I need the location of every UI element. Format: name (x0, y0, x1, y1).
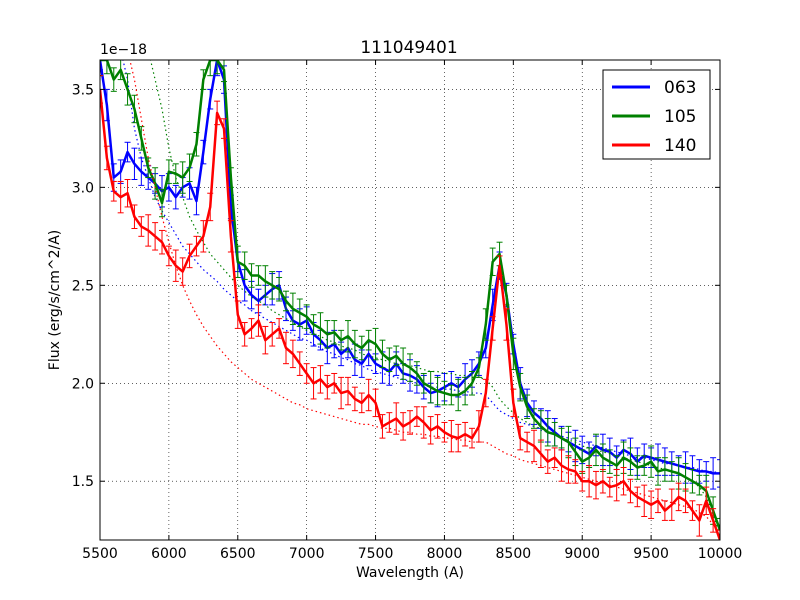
y-tick-label: 2.5 (72, 278, 94, 294)
y-offset-text: 1e−18 (100, 42, 147, 58)
x-tick-label: 10000 (698, 546, 743, 562)
x-tick-label: 9000 (564, 546, 600, 562)
error-bar (717, 459, 720, 488)
x-tick-label: 7000 (289, 546, 325, 562)
legend-label-105: 105 (664, 107, 696, 127)
axis-ticks: 5500 6000 6500 7000 7500 8000 8500 9000 9500 1000… (72, 60, 743, 562)
continuum-line-140 (129, 60, 720, 537)
x-axis-label: Wavelength (A) (356, 565, 464, 581)
x-tick-label: 5500 (82, 546, 118, 562)
legend-label-063: 063 (664, 78, 696, 98)
legend: 063 105 140 (602, 69, 711, 160)
chart-title: 111049401 (360, 38, 457, 58)
plot-area (100, 60, 720, 540)
x-tick-label: 9500 (633, 546, 669, 562)
y-axis-label: Flux (erg/s/cm^2/A) (47, 230, 63, 370)
plot-frame (99, 59, 721, 541)
x-tick-label: 6500 (220, 546, 256, 562)
y-tick-label: 3.0 (72, 180, 94, 196)
series-line-105 (100, 60, 720, 531)
y-tick-label: 2.0 (72, 376, 94, 392)
series-line-140 (100, 89, 720, 540)
error-bar (717, 517, 720, 540)
y-tick-label: 1.5 (72, 474, 94, 490)
x-tick-label: 7500 (358, 546, 394, 562)
x-tick-label: 8000 (427, 546, 463, 562)
error-bar (717, 529, 720, 540)
legend-label-140: 140 (664, 136, 696, 156)
x-tick-label: 6000 (151, 546, 187, 562)
series-105 (100, 60, 720, 540)
y-tick-label: 3.5 (72, 82, 94, 98)
error-bar (103, 60, 110, 75)
error-bar (207, 60, 214, 77)
x-tick-label: 8500 (496, 546, 532, 562)
error-bar (214, 60, 221, 75)
continuum-line-063 (122, 60, 720, 474)
series-140 (100, 60, 720, 540)
